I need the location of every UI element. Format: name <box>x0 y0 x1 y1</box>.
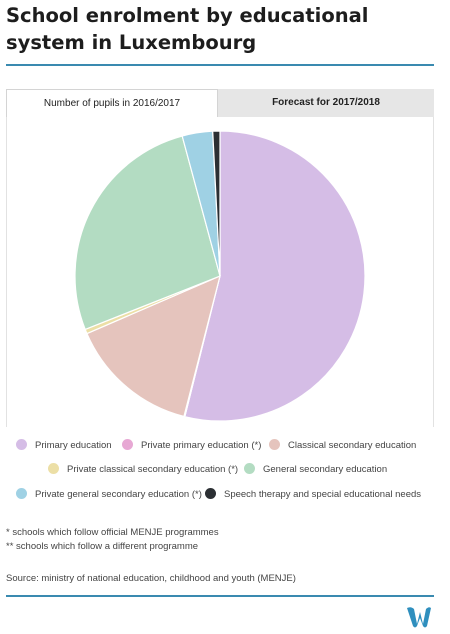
top-divider <box>6 64 434 66</box>
legend-swatch <box>16 488 27 499</box>
legend-label: Private general secondary education (*) <box>35 489 202 500</box>
pie-slice-primary-education[interactable] <box>184 130 366 422</box>
tab-pupils-2016-2017[interactable]: Number of pupils in 2016/2017 <box>6 89 218 117</box>
legend-item-private-general-secondary-education[interactable]: Private general secondary education (*) <box>16 487 202 503</box>
legend-swatch <box>269 439 280 450</box>
publisher-logo-icon[interactable] <box>405 604 433 630</box>
pie-slice-classical-secondary-education[interactable] <box>86 274 221 418</box>
legend-label: Speech therapy and special educational n… <box>224 489 422 500</box>
legend-label: Primary education <box>35 440 112 451</box>
legend-swatch <box>205 488 216 499</box>
legend-item-private-primary-education[interactable]: Private primary education (*) <box>122 438 261 454</box>
legend-item-classical-secondary-education[interactable]: Classical secondary education <box>269 438 416 454</box>
legend-item-general-secondary-education[interactable]: General secondary education <box>244 462 387 478</box>
tab-bar: Number of pupils in 2016/2017 Forecast f… <box>6 89 434 117</box>
legend-label: Private classical secondary education (*… <box>67 464 239 475</box>
footnote-single-asterisk: * schools which follow official MENJE pr… <box>6 527 219 538</box>
legend-item-private-classical-secondary-education[interactable]: Private classical secondary education (*… <box>48 462 238 478</box>
legend-swatch <box>122 439 133 450</box>
legend-swatch <box>244 463 255 474</box>
bottom-divider <box>6 595 434 597</box>
pie-slice-speech-therapy-and-special-educational-needs[interactable] <box>212 130 221 277</box>
source-note: Source: ministry of national education, … <box>6 573 296 584</box>
legend-label: General secondary education <box>263 464 388 475</box>
legend-item-speech-therapy[interactable]: Speech therapy and special educational n… <box>205 487 421 503</box>
legend-item-primary-education[interactable]: Primary education <box>16 438 112 454</box>
pie-chart <box>74 130 366 422</box>
legend-label: Classical secondary education <box>288 440 417 451</box>
tab-forecast-2017-2018[interactable]: Forecast for 2017/2018 <box>272 97 380 108</box>
pie-slice-general-secondary-education[interactable] <box>74 135 221 331</box>
legend-swatch <box>16 439 27 450</box>
chart-title: School enrolment by educational system i… <box>6 4 369 54</box>
footnote-double-asterisk: ** schools which follow a different prog… <box>6 541 199 552</box>
chart-panel <box>6 117 434 427</box>
legend-label: Private primary education (*) <box>141 440 262 451</box>
legend-swatch <box>48 463 59 474</box>
